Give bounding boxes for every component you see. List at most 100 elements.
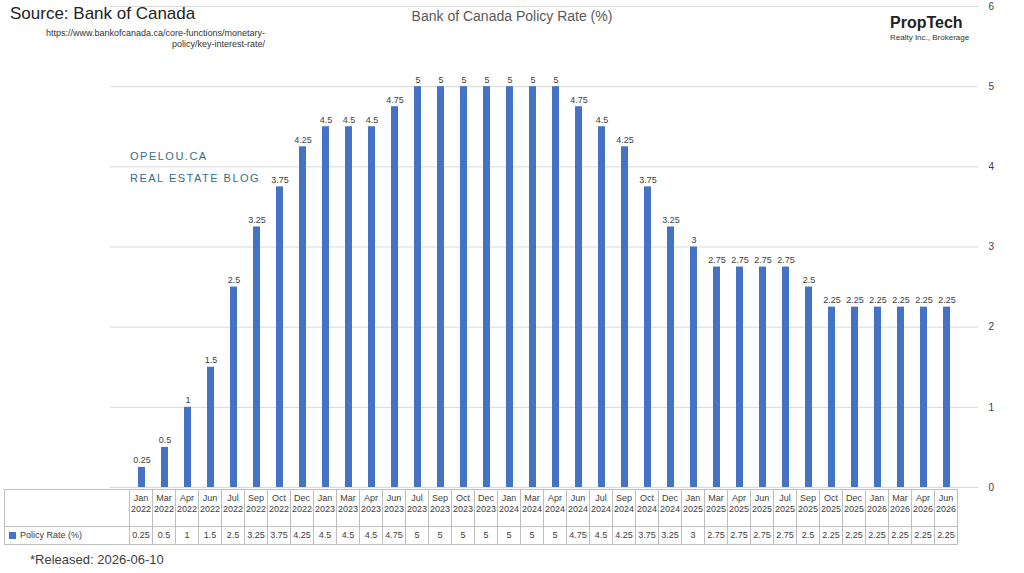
svg-text:4.25: 4.25 [294,135,312,145]
html-text:Jan: Jan [501,493,517,503]
html-text:REAL ESTATE BLOG: REAL ESTATE BLOG [130,172,261,184]
html-text:Apr: Apr [364,493,378,503]
svg-text:2: 2 [989,321,995,332]
svg-text:2.25: 2.25 [846,295,864,305]
html-text:Jan: Jan [317,493,333,503]
html-text:4.25: 4.25 [293,530,311,540]
svg-text:2.25: 2.25 [869,295,887,305]
html-text:2024: 2024 [522,504,542,514]
svg-text:5: 5 [989,81,995,92]
svg-text:5: 5 [438,75,443,85]
html-text:4.5: 4.5 [318,530,332,540]
html-text:OPELOU.CA: OPELOU.CA [130,150,208,162]
svg-text:3: 3 [989,241,995,252]
html-text:*Released: 2026-06-10: *Released: 2026-06-10 [30,552,164,567]
svg-text:6: 6 [989,1,995,12]
html-text:Dec: Dec [478,493,494,503]
svg-text:2.75: 2.75 [708,255,726,265]
svg-text:1.5: 1.5 [205,355,218,365]
svg-text:5: 5 [553,75,558,85]
html-text:2023: 2023 [315,504,335,514]
svg-text:0: 0 [989,482,995,493]
html-text:2022: 2022 [223,504,243,514]
html-text:2022: 2022 [154,504,174,514]
svg-text:5: 5 [461,75,466,85]
html-text:2023: 2023 [338,504,358,514]
html-text:2023: 2023 [430,504,450,514]
svg-text:1: 1 [989,402,995,413]
html-text:2022: 2022 [292,504,312,514]
svg-text:3: 3 [691,235,696,245]
html-text:Policy Rate (%): Policy Rate (%) [20,530,82,541]
html-text:2023: 2023 [407,504,427,514]
svg-text:4.5: 4.5 [596,115,609,125]
svg-text:1: 1 [185,395,190,405]
html-text:2022: 2022 [131,504,151,514]
html-text:Oct: Oct [272,493,286,503]
svg-text:2.75: 2.75 [777,255,795,265]
html-text:2024: 2024 [545,504,565,514]
html-text:4.5: 4.5 [341,530,355,540]
html-text:2023: 2023 [384,504,404,514]
svg-text:2.25: 2.25 [823,295,841,305]
html-text:2022: 2022 [246,504,266,514]
html-text:1.5: 1.5 [203,530,217,540]
svg-text:2.25: 2.25 [915,295,933,305]
html-text:Mar: Mar [524,493,540,503]
html-text:2022: 2022 [200,504,220,514]
svg-text:3.75: 3.75 [271,175,289,185]
svg-text:4.75: 4.75 [570,95,588,105]
html-text:2023: 2023 [453,504,473,514]
html-text:Mar: Mar [156,493,172,503]
svg-text:3.75: 3.75 [639,175,657,185]
svg-text:3.25: 3.25 [662,215,680,225]
svg-text:0.5: 0.5 [159,435,172,445]
html-text:0.25: 0.25 [132,530,150,540]
html-text:3.25: 3.25 [247,530,265,540]
svg-text:2.5: 2.5 [803,275,816,285]
svg-text:5: 5 [415,75,420,85]
svg-text:5: 5 [484,75,489,85]
html-text:Dec: Dec [294,493,310,503]
html-text:Sep: Sep [432,493,448,503]
svg-text:4.5: 4.5 [366,115,379,125]
html-text:Jul: Jul [227,493,239,503]
html-text:2023: 2023 [476,504,496,514]
svg-text:4.5: 4.5 [343,115,356,125]
svg-text:4.75: 4.75 [386,95,404,105]
svg-text:4: 4 [989,161,995,172]
html-text:2023: 2023 [361,504,381,514]
html-text:Oct: Oct [456,493,470,503]
svg-text:2.25: 2.25 [892,295,910,305]
html-text:2.5: 2.5 [226,530,240,540]
svg-text:3.25: 3.25 [248,215,266,225]
html-text:0.5: 0.5 [157,530,171,540]
html-text:Apr: Apr [180,493,194,503]
html-text:Source: Bank of Canada: Source: Bank of Canada [10,4,196,23]
svg-text:2.75: 2.75 [731,255,749,265]
html-text:2022: 2022 [269,504,289,514]
svg-text:0.25: 0.25 [133,455,151,465]
html-text:4.75: 4.75 [385,530,403,540]
html-text:Jun: Jun [386,493,402,503]
html-text:Jun: Jun [202,493,218,503]
html-text:2024: 2024 [499,504,519,514]
html-text:Jul: Jul [411,493,423,503]
svg-text:2.75: 2.75 [754,255,772,265]
html-text:2022: 2022 [177,504,197,514]
svg-text:2.5: 2.5 [228,275,241,285]
html-text:https://www.bankofcanada.ca/co: https://www.bankofcanada.ca/core-functio… [45,28,265,49]
html-text:4.5: 4.5 [364,530,378,540]
html-text:Apr: Apr [548,493,562,503]
html-text:3.75: 3.75 [270,530,288,540]
html-text:Sep: Sep [248,493,264,503]
svg-text:5: 5 [530,75,535,85]
svg-text:2.25: 2.25 [938,295,956,305]
svg-text:4.25: 4.25 [616,135,634,145]
svg-text:5: 5 [507,75,512,85]
html-text:PropTech: PropTech [890,14,963,31]
html-text:Mar: Mar [340,493,356,503]
html-text:Bank of Canada Policy Rate (%): Bank of Canada Policy Rate (%) [411,8,613,24]
svg-text:4.5: 4.5 [320,115,333,125]
html-text:Jan: Jan [133,493,149,503]
